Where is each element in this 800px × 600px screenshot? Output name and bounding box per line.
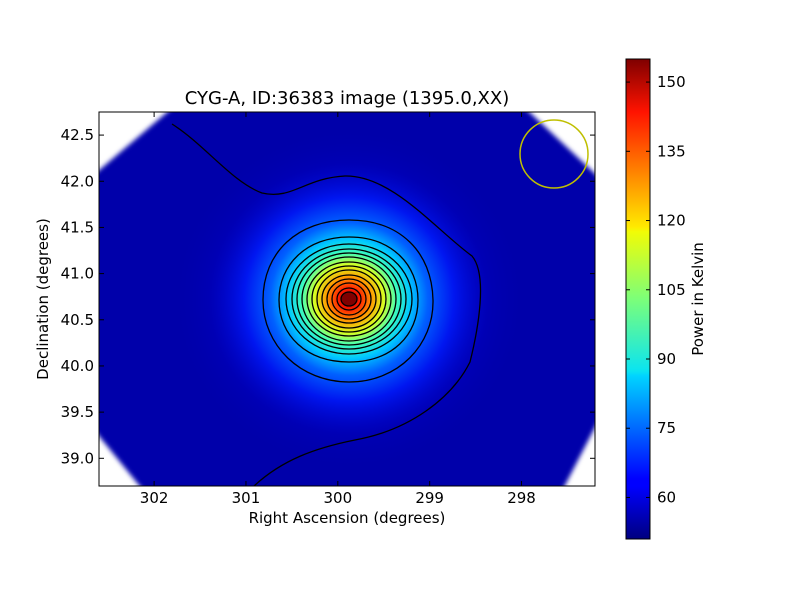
plot-frame <box>98 111 596 487</box>
x-tick-label: 298 <box>507 489 536 507</box>
colorbar: 60 75 90 105 120 135 150 Power in Kelvin <box>625 58 707 540</box>
colorbar-tick-label: 75 <box>657 419 676 437</box>
colorbar-tick-label: 135 <box>657 142 686 160</box>
y-tick-label: 39.0 <box>61 449 94 467</box>
y-tick-label: 41.0 <box>61 265 94 283</box>
colorbar-ticks: 60 75 90 105 120 135 150 <box>626 73 686 506</box>
contour-level-5 <box>291 248 407 350</box>
x-tick-label: 300 <box>323 489 352 507</box>
contour-peak <box>340 291 358 307</box>
contour-outer-upper <box>171 123 482 486</box>
colorbar-tick-label: 90 <box>657 350 676 368</box>
y-tick-label: 40.5 <box>61 311 94 329</box>
contour-level-6 <box>296 252 402 346</box>
contour-level-7 <box>301 256 397 342</box>
colorbar-gradient <box>625 58 651 540</box>
contour-lines <box>171 123 482 486</box>
contour-level-11 <box>321 274 377 324</box>
plot-area <box>99 112 595 486</box>
x-tick-label: 299 <box>415 489 444 507</box>
colorbar-tick-label: 105 <box>657 281 686 299</box>
y-tick-label: 39.5 <box>61 403 94 421</box>
x-axis-label: Right Ascension (degrees) <box>249 509 446 527</box>
y-tick-label: 42.0 <box>61 172 94 190</box>
colorbar-tick-label: 60 <box>657 488 676 506</box>
contour-level-4 <box>285 243 413 355</box>
contour-level-10 <box>316 269 382 329</box>
contour-level-8 <box>306 261 392 337</box>
contour-level-3 <box>278 236 419 363</box>
y-axis-label: Declination (degrees) <box>34 218 52 380</box>
x-tick-label: 302 <box>140 489 169 507</box>
x-tick-label: 301 <box>232 489 261 507</box>
colorbar-label: Power in Kelvin <box>689 242 707 356</box>
contour-level-14 <box>336 287 362 311</box>
chart-title: CYG-A, ID:36383 image (1395.0,XX) <box>185 88 509 109</box>
contour-level-13 <box>331 282 367 316</box>
colorbar-tick-label: 120 <box>657 212 686 230</box>
y-tick-label: 41.5 <box>61 218 94 236</box>
beam-circle <box>519 119 589 189</box>
y-axis-ticks: 39.0 39.5 40.0 40.5 41.0 41.5 42.0 42.5 <box>61 126 595 467</box>
contour-level-9 <box>311 265 387 333</box>
contour-level-12 <box>326 278 372 320</box>
contour-level-2 <box>262 219 434 383</box>
y-tick-label: 42.5 <box>61 126 94 144</box>
y-tick-label: 40.0 <box>61 357 94 375</box>
x-axis-ticks: 302 301 300 299 298 <box>140 112 536 507</box>
colorbar-tick-label: 150 <box>657 73 686 91</box>
